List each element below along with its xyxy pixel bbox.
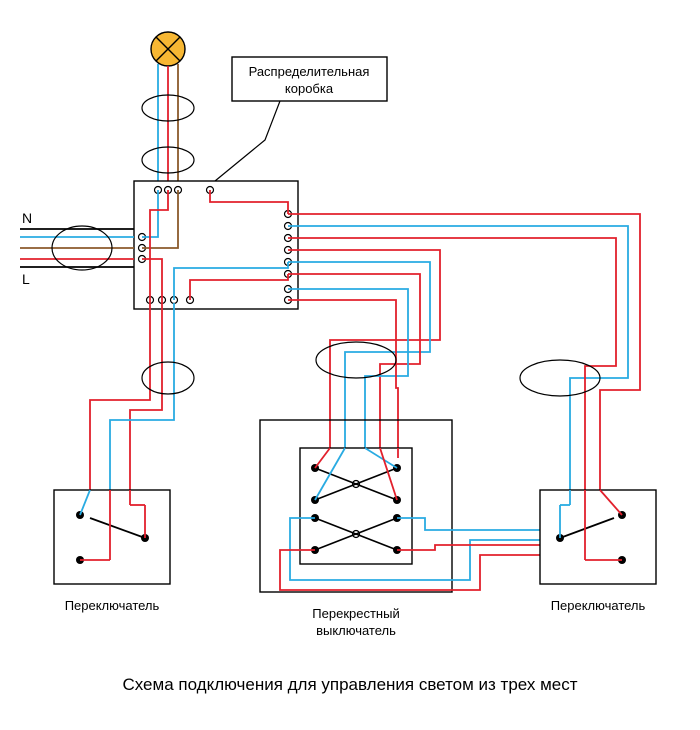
- right-switch: [540, 490, 656, 584]
- right-switch-label: Переключатель: [551, 598, 646, 613]
- center-switch-label1: Перекрестный: [312, 606, 399, 621]
- label-n: N: [22, 210, 32, 226]
- left-switch-label: Переключатель: [65, 598, 160, 613]
- callout-line1: Распределительная: [249, 64, 370, 79]
- center-switch: [260, 420, 540, 592]
- lamp-icon: [151, 32, 185, 66]
- left-switch: [54, 490, 170, 584]
- callout-box: Распределительная коробка: [215, 57, 387, 181]
- junction-internal-wires: [142, 190, 288, 300]
- mains-input: [20, 229, 134, 267]
- diagram-title: Схема подключения для управления светом …: [122, 675, 577, 694]
- center-switch-label2: выключатель: [316, 623, 396, 638]
- wires-to-left-switch: [90, 300, 174, 490]
- lamp-wires: [158, 64, 178, 181]
- label-l: L: [22, 271, 30, 287]
- callout-line2: коробка: [285, 81, 334, 96]
